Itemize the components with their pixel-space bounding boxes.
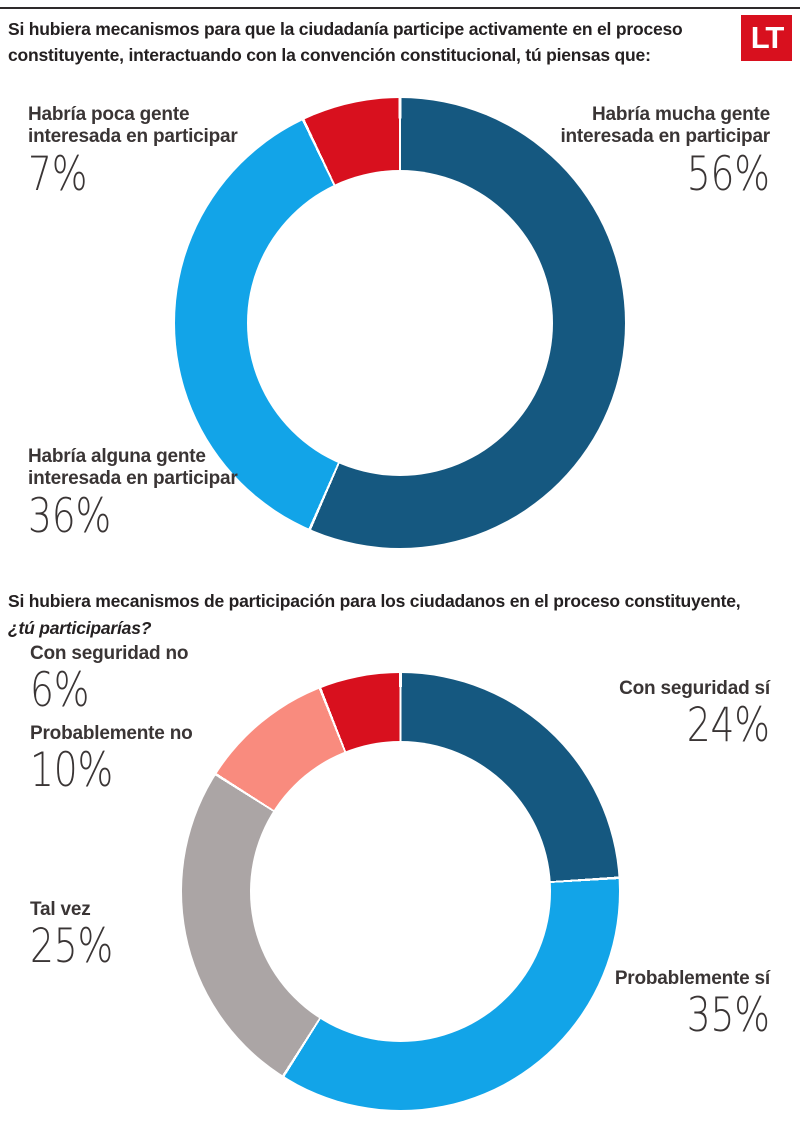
chart2-title-line1: Si hubiera mecanismos de participación p… <box>8 591 741 611</box>
top-rule <box>0 7 800 9</box>
label-habria-alguna-gente: Habría alguna gente interesada en partic… <box>28 446 238 544</box>
chart1-title-line2: constituyente, interactuando con la conv… <box>8 45 651 65</box>
value-probablemente-no-pct: 10% <box>30 743 114 798</box>
value-poca-pct: 7% <box>28 147 88 202</box>
chart2-title-line2: ¿tú participarías? <box>8 618 152 638</box>
value-con-seguridad-no-pct: 6% <box>30 663 90 718</box>
label-probablemente-no: Probablemente no 10% <box>30 723 193 798</box>
lt-logo-icon: LT <box>741 15 792 61</box>
value-mucha-pct: 56% <box>686 147 770 202</box>
donut-hole <box>250 741 551 1042</box>
label-tal-vez: Tal vez 25% <box>30 899 114 974</box>
donut-chart-participation-interest <box>175 98 625 548</box>
value-alguna-pct: 36% <box>28 489 112 544</box>
value-con-seguridad-si-pct: 24% <box>686 698 770 753</box>
chart1-title-line1: Si hubiera mecanismos para que la ciudad… <box>8 19 683 39</box>
value-tal-vez-pct: 25% <box>30 919 114 974</box>
label-con-seguridad-no: Con seguridad no 6% <box>30 643 189 718</box>
label-habria-poca-gente: Habría poca gente interesada en particip… <box>28 104 238 202</box>
label-probablemente-si: Probablemente sí 35% <box>614 968 770 1043</box>
label-habria-mucha-gente: Habría mucha gente interesada en partici… <box>560 104 770 202</box>
label-con-seguridad-si: Con seguridad sí 24% <box>619 678 770 753</box>
chart2-title: Si hubiera mecanismos de participación p… <box>8 588 788 642</box>
donut-hole <box>247 170 553 476</box>
donut-chart-would-you-participate <box>182 673 619 1110</box>
value-probablemente-si-pct: 35% <box>686 988 770 1043</box>
chart1-title: Si hubiera mecanismos para que la ciudad… <box>8 16 708 68</box>
